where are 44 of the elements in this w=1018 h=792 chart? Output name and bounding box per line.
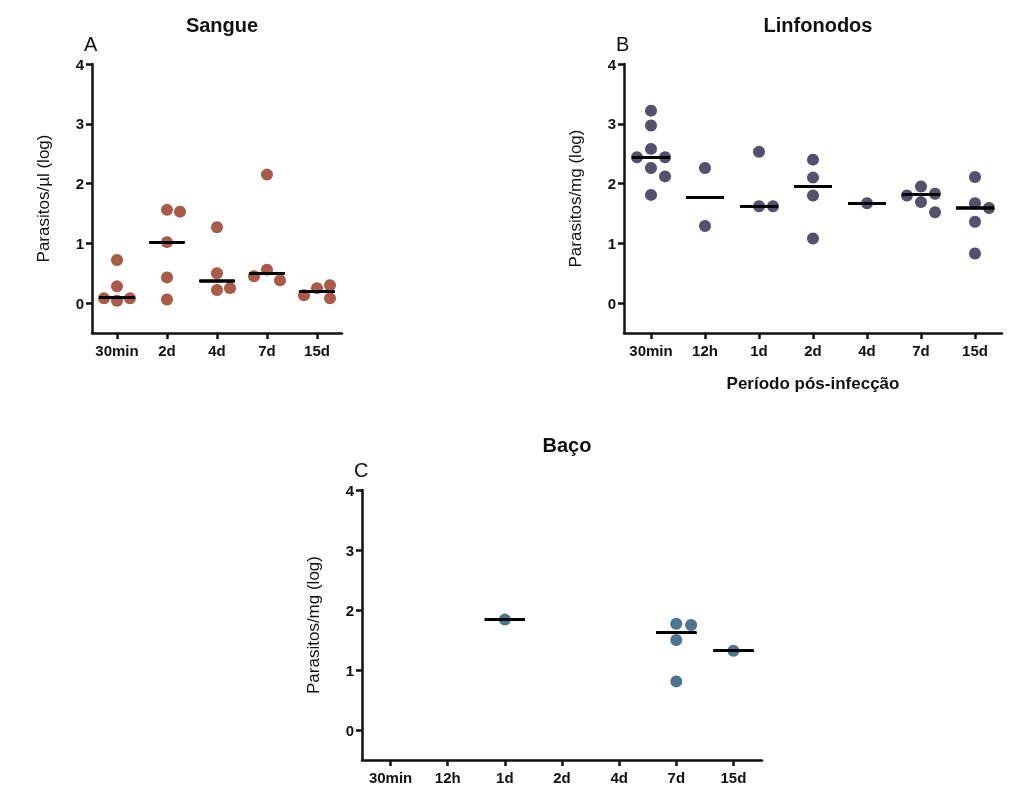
y-tick-label: 4 <box>345 481 355 499</box>
y-tick-label: 1 <box>345 661 354 679</box>
y-tick-label: 2 <box>75 175 84 193</box>
y-tick-label: 0 <box>75 294 84 312</box>
x-tick-label: 30min <box>629 342 673 359</box>
y-tick-label: 2 <box>607 175 616 193</box>
y-axis-title: Parasitos/mg (log) <box>304 556 323 694</box>
x-tick-label: 30min <box>95 342 139 359</box>
x-tick-label: 15d <box>962 342 988 359</box>
y-axis-title: Parasitos/mg (log) <box>566 129 585 268</box>
y-axis-title: Parasitos/µl (log) <box>34 134 53 263</box>
y-tick-label: 0 <box>607 294 616 312</box>
y-tick-label: 1 <box>607 234 616 252</box>
text: B <box>616 33 630 55</box>
text: C <box>354 459 369 481</box>
x-tick-label: 1d <box>496 769 514 786</box>
chart-title: Linfonodos <box>763 14 873 36</box>
y-tick-label: 3 <box>345 541 354 559</box>
x-tick-label: 4d <box>610 769 628 786</box>
x-tick-label: 12h <box>692 342 718 359</box>
x-tick-label: 7d <box>258 342 276 359</box>
text: A <box>84 33 98 55</box>
x-tick-label: 12h <box>434 769 461 786</box>
x-tick-label: 7d <box>667 769 686 786</box>
y-tick-label: 2 <box>345 601 354 619</box>
x-tick-label: 15d <box>720 769 747 786</box>
y-tick-label: 1 <box>75 234 84 252</box>
x-tick-label: 4d <box>858 342 876 359</box>
x-tick-label: 15d <box>304 342 330 359</box>
x-tick-label: 30min <box>368 769 413 786</box>
chart-title: Sangue <box>185 14 259 36</box>
y-tick-label: 4 <box>75 55 85 73</box>
x-tick-label: 1d <box>750 342 768 359</box>
y-tick-label: 3 <box>75 115 84 133</box>
y-tick-label: 0 <box>345 721 354 739</box>
x-axis-title: Período pós-infecção <box>726 374 900 393</box>
x-tick-label: 7d <box>912 342 930 359</box>
y-tick-label: 4 <box>607 55 617 73</box>
x-tick-label: 2d <box>158 342 176 359</box>
x-tick-label: 2d <box>553 769 571 786</box>
y-tick-label: 3 <box>607 115 616 133</box>
x-tick-label: 2d <box>804 342 822 359</box>
chart-title: Baço <box>542 434 592 456</box>
x-tick-label: 4d <box>208 342 226 359</box>
